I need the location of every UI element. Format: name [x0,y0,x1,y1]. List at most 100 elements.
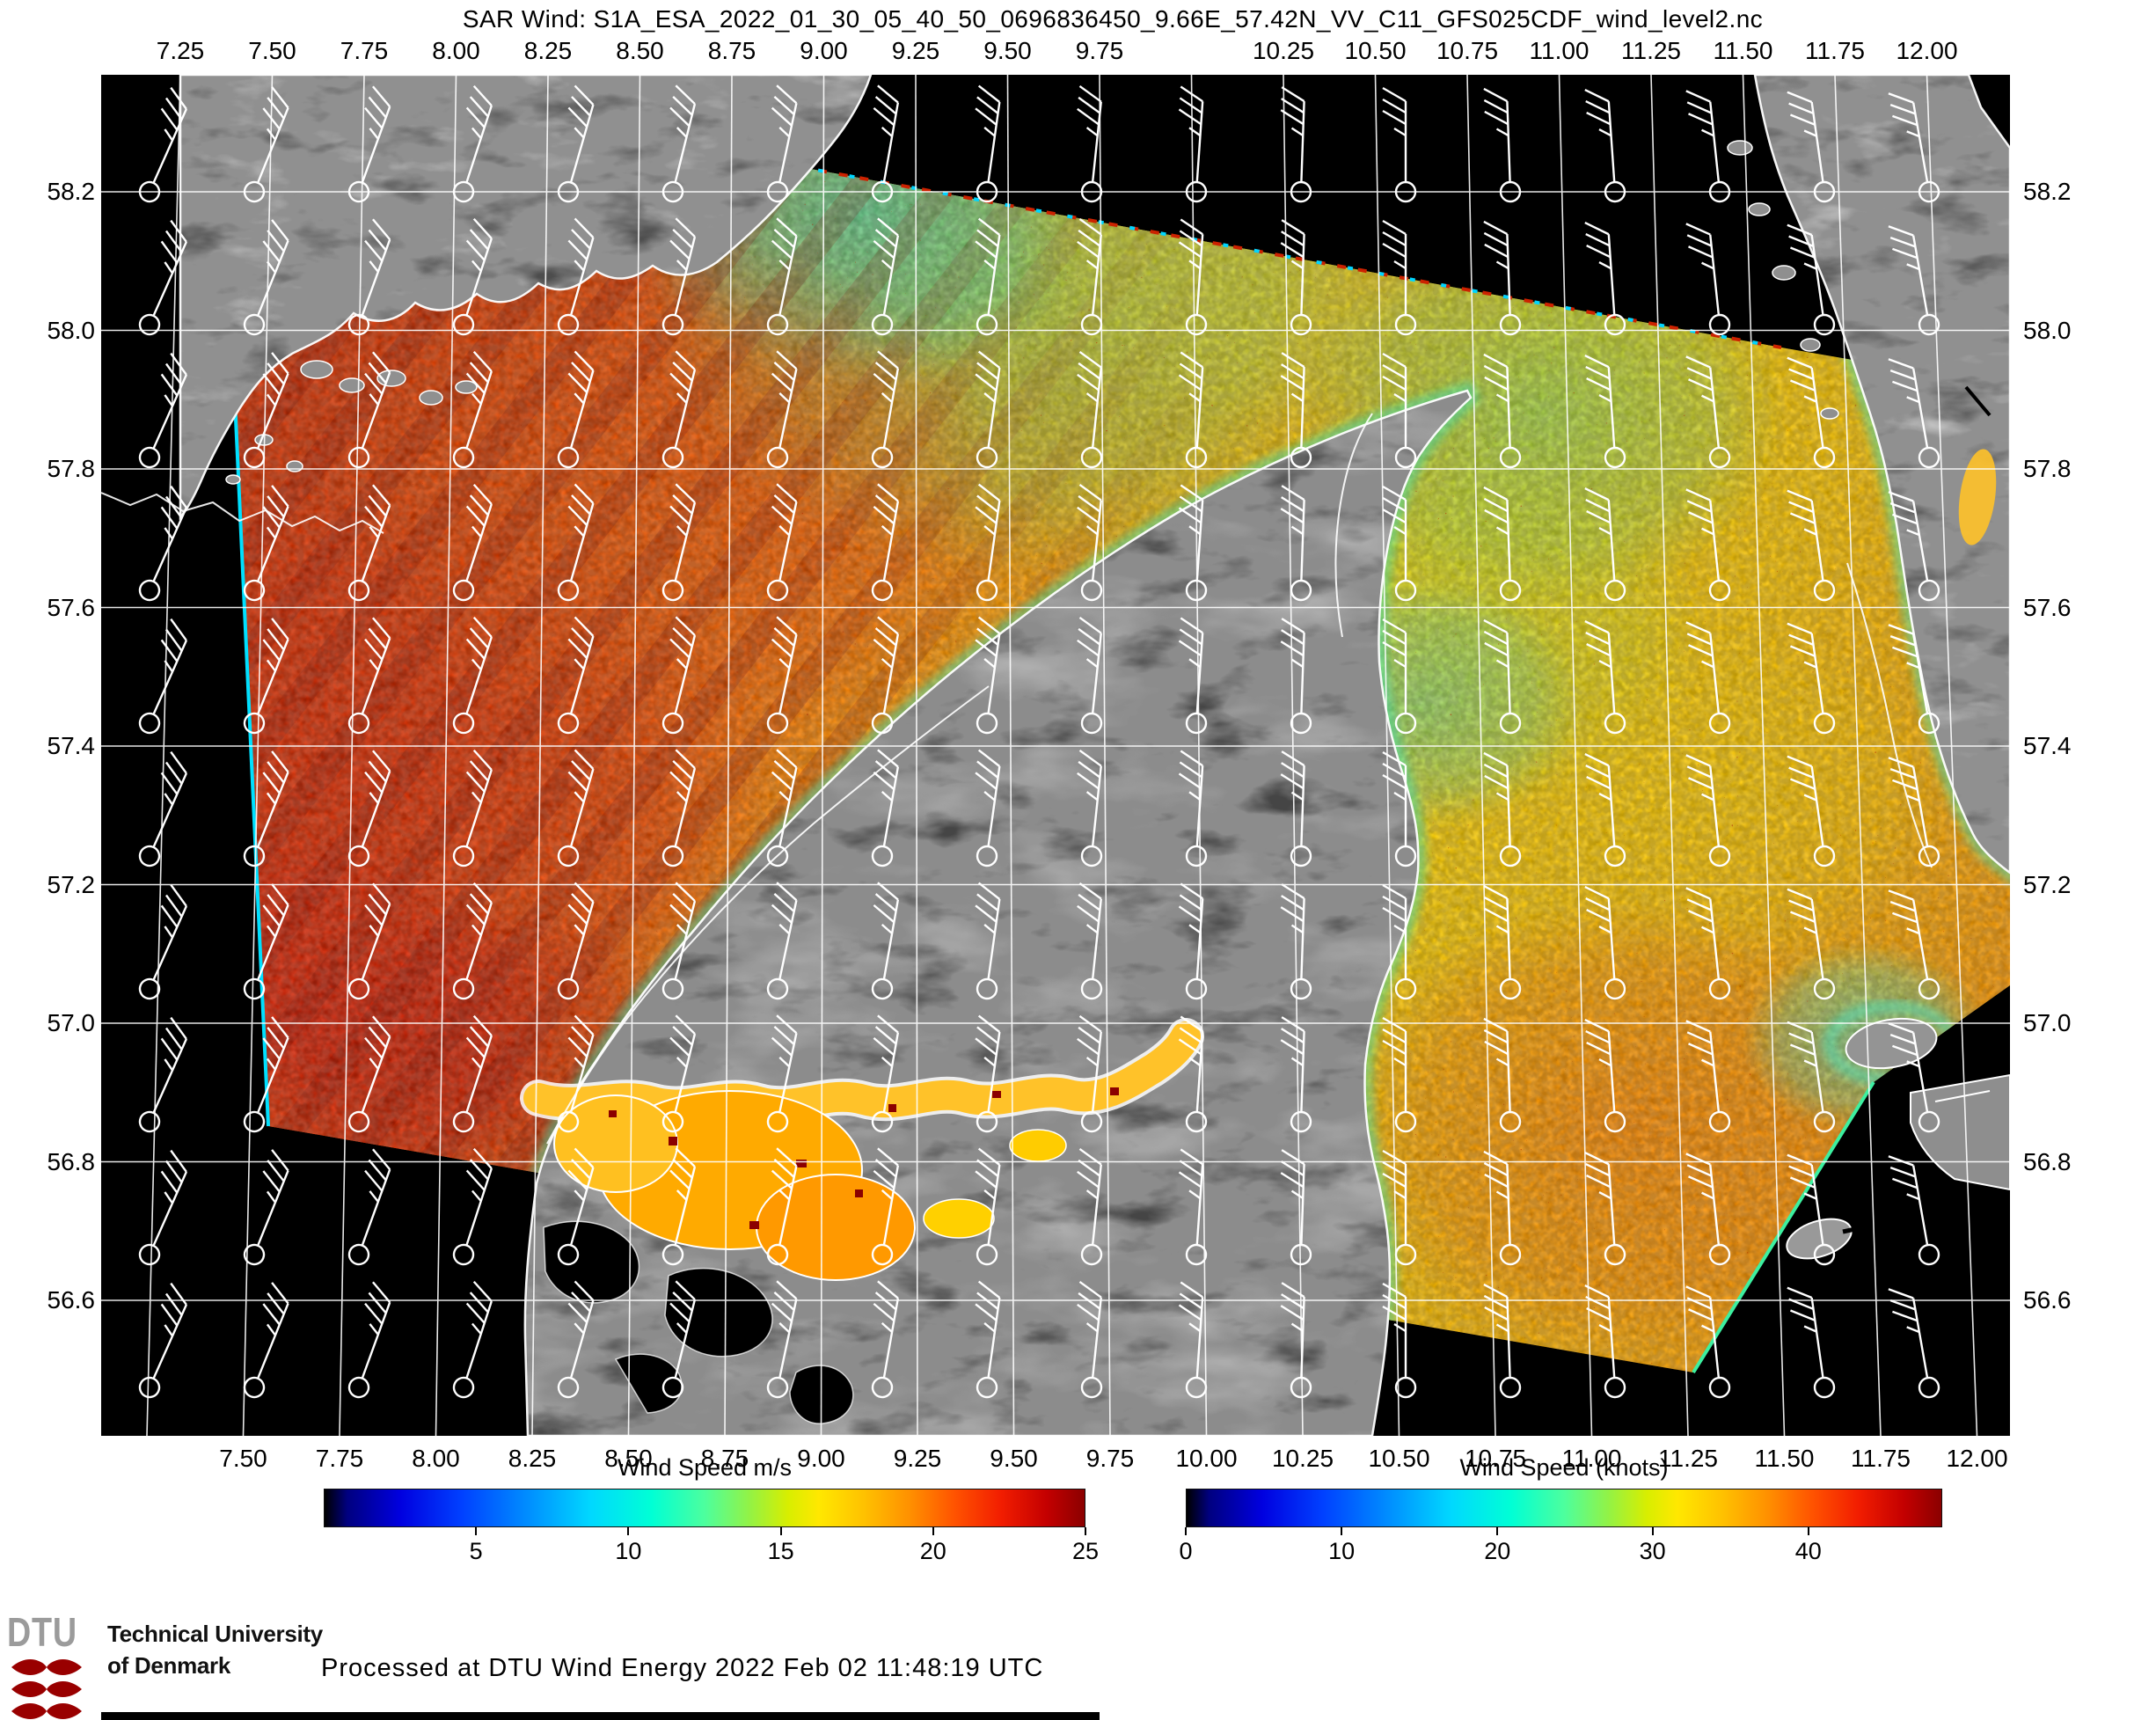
bottom-lon-tick-label: 11.25 [1658,1445,1718,1472]
wind-barb-icon [1888,92,1940,203]
wind-barb-icon [1178,750,1208,867]
wind-barb-icon [1888,757,1940,867]
left-lat-tick-label: 58.2 [47,178,96,205]
wind-barb-icon [1280,883,1312,1000]
wind-barb-icon [661,616,697,735]
colorbar-knots [1186,1489,1942,1527]
wind-barb-icon [1382,883,1417,1000]
right-lat-tick-label: 58.2 [2023,178,2072,205]
university-name-line1: Technical University [107,1621,323,1647]
colorbar-tick [1185,1527,1187,1535]
wind-barb-icon [766,483,798,602]
wind-barb-icon [661,1014,697,1133]
wind-barb-icon [243,1282,289,1399]
swath-top-edge-speckle [298,75,1782,349]
wind-barb-icon [138,1282,187,1399]
wind-barb-icon [347,218,391,336]
wind-barb-icon [975,1280,1001,1399]
wind-barb-icon [347,750,391,867]
top-lon-tick-label: 11.75 [1805,37,1865,64]
top-lon-tick-label: 9.25 [891,37,940,64]
bottom-lon-tick-label: 10.50 [1368,1445,1430,1472]
wind-barb-icon [1888,358,1940,469]
wind-barb-icon [1685,90,1731,203]
wind-barb-icon [1584,487,1626,602]
wind-barb-icon [1685,1153,1731,1266]
wind-barb-icon [452,749,493,867]
colorbar-tick [932,1527,934,1535]
top-lon-tick-label: 7.50 [248,37,296,64]
wind-barb-icon [1888,491,1940,602]
wind-barb-icon [243,750,289,867]
sweden-fjord-wind-patch [1958,449,1997,545]
wind-barb-icon [1178,351,1208,469]
norway-skerry [225,474,241,485]
wind-barb-icon [1280,1149,1312,1266]
wind-barb-icon [1787,622,1836,735]
wind-barb-icon [1077,1147,1103,1266]
dtu-logo-waves-icon [11,1659,82,1719]
top-lon-tick-label: 9.50 [983,37,1032,64]
wind-barb-icon [1382,219,1417,336]
colorbar-tick-label: 20 [919,1538,946,1564]
wind-barb-icon [1584,89,1626,203]
wind-barb-icon [138,1016,187,1133]
wind-barb-icon [871,1014,900,1133]
wind-barb-icon [661,350,697,469]
wind-barb-icon [661,84,697,203]
wind-barb-icon [138,485,187,602]
wind-barb-icon [1382,1149,1417,1266]
bottom-lon-tick-label: 10.00 [1175,1445,1238,1472]
wind-barb-icon [1888,624,1940,735]
bottom-lon-tick-label: 10.75 [1464,1445,1527,1472]
wind-barb-icon [1787,888,1836,1000]
wind-barb-icon [1077,1014,1103,1133]
wind-barb-icon [1888,889,1940,1000]
right-lat-tick-label: 56.6 [2023,1286,2072,1314]
wind-barb-icon [452,1280,493,1399]
top-lon-tick-label: 8.50 [616,37,664,64]
wind-barb-icon [661,483,697,602]
wind-barb-icon [661,749,697,867]
wind-barb-icon [1584,222,1626,336]
wind-barb-icon [1382,485,1417,602]
wind-barb-icon [1077,882,1103,1000]
sweden-south-contour [1934,1090,1991,1102]
wind-barb-icon [347,1148,391,1266]
sweden-islet [1800,338,1821,352]
wind-barb-icon [871,84,900,203]
wind-barb-icon [1382,618,1417,735]
right-lat-tick-label: 57.4 [2023,732,2072,759]
wind-barb-icon [1584,1019,1626,1133]
bottom-lon-tick-label: 8.75 [700,1445,749,1472]
wind-barb-icon [1685,754,1731,867]
colorbar-tick-label: 15 [767,1538,794,1564]
wind-barb-icon [975,616,1001,735]
left-lat-tick-label: 57.4 [47,732,96,759]
wind-barb-icon [1178,218,1208,336]
norway-skerry [455,380,478,394]
wind-barb-icon [243,86,289,203]
wind-barb-icon [243,883,289,1000]
top-lon-tick-label: 11.25 [1621,37,1681,64]
wind-barb-icon [1584,753,1626,867]
dtu-wave-icon [11,1703,82,1719]
right-lat-tick-label: 58.0 [2023,316,2072,344]
wind-barb-icon [975,749,1001,867]
wind-barb-icon [1483,884,1522,1000]
wind-barb-icon [1685,1020,1731,1133]
wind-barb-icon [347,351,391,469]
jutland-lake [664,1267,773,1358]
wind-barb-icon [1077,350,1103,469]
jutland-lake [614,1353,683,1414]
colorbar-tick-label: 10 [615,1538,642,1564]
norway-skerry [339,377,365,393]
wind-barb-icon [452,217,493,336]
colorbar-tick-label: 0 [1179,1538,1193,1564]
wind-barb-icon [243,352,289,469]
jutland-lake [543,1220,640,1304]
right-lat-tick-label: 57.6 [2023,593,2072,621]
top-lon-tick-label: 9.00 [800,37,848,64]
wind-barb-icon [975,84,1001,203]
colorbar-tick [779,1527,782,1535]
